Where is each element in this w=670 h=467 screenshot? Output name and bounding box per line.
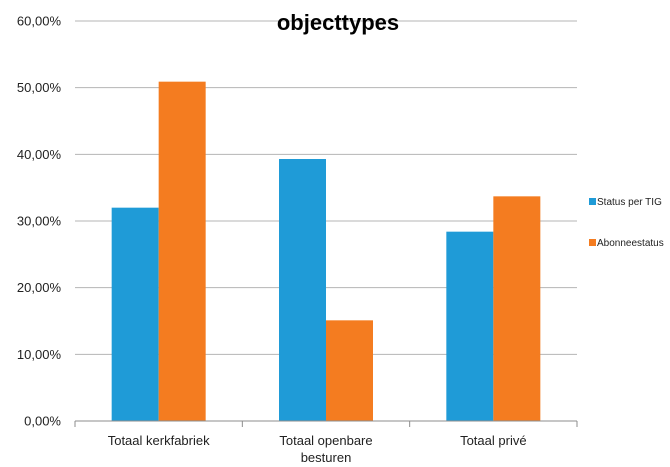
legend-swatch xyxy=(589,198,596,205)
legend: Status per TIG Abonneestatus xyxy=(589,197,664,249)
x-category-label: Totaal openbare besturen xyxy=(279,433,372,465)
x-axis-categories: Totaal kerkfabriek Totaal openbare besture… xyxy=(108,433,527,465)
legend-swatch xyxy=(589,239,596,246)
bars xyxy=(111,81,541,422)
chart-title: objecttypes xyxy=(277,10,399,35)
legend-label: Status per TIG xyxy=(597,197,662,208)
y-tick-label: 20,00% xyxy=(17,280,62,295)
y-tick-label: 60,00% xyxy=(17,14,62,29)
bar xyxy=(493,196,541,421)
bar xyxy=(158,81,206,422)
y-tick-label: 50,00% xyxy=(17,80,62,95)
bar xyxy=(326,320,373,421)
x-axis xyxy=(74,420,578,427)
y-tick-label: 10,00% xyxy=(17,347,62,362)
y-axis-ticks: 0,00% 10,00% 20,00% 30,00% 40,00% 50,00% 60,00… xyxy=(17,14,62,429)
y-tick-label: 40,00% xyxy=(17,147,62,162)
y-tick-label: 0,00% xyxy=(24,414,61,429)
x-category-label: Totaal privé xyxy=(460,433,526,448)
x-category-label: Totaal kerkfabriek xyxy=(108,433,210,448)
bar xyxy=(279,159,326,421)
legend-label: Abonneestatus xyxy=(597,238,664,249)
bar xyxy=(111,207,159,421)
y-tick-label: 30,00% xyxy=(17,214,62,229)
bar xyxy=(446,231,494,421)
